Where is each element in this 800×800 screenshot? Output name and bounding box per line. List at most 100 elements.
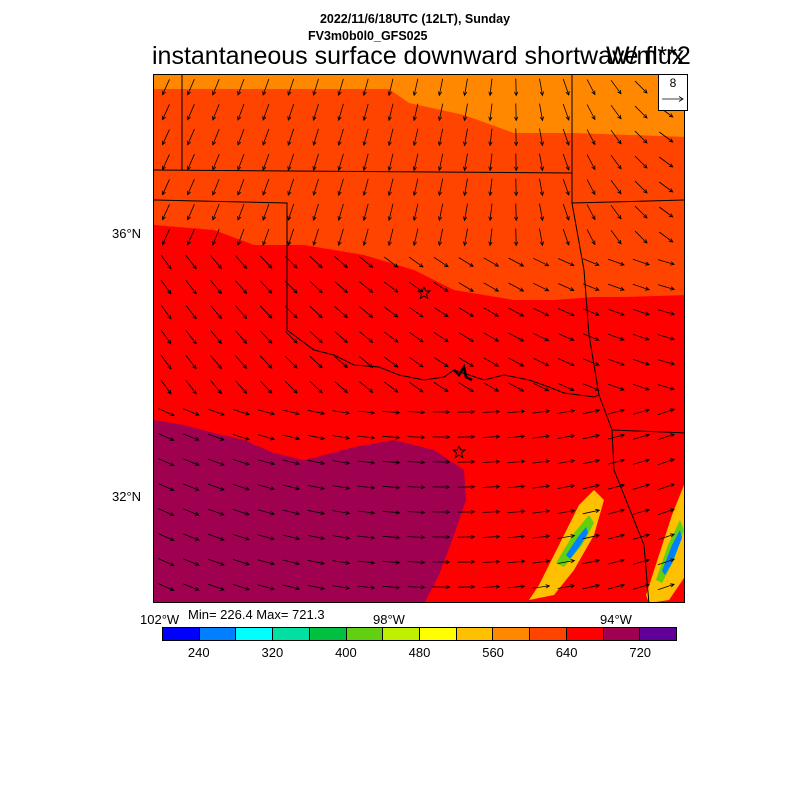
anomaly-patch-1-core <box>566 527 588 559</box>
wind-arrow <box>359 256 374 268</box>
wind-arrow <box>307 434 326 441</box>
reference-vector-arrow-icon <box>662 96 684 102</box>
wind-arrow <box>187 154 195 171</box>
wind-arrow <box>607 408 626 415</box>
wind-arrow <box>607 458 626 465</box>
wind-arrow <box>334 256 349 269</box>
wind-arrow <box>437 178 444 197</box>
wind-arrow <box>284 355 298 369</box>
wind-arrow <box>332 560 351 565</box>
wind-arrow <box>482 459 501 464</box>
wind-arrow <box>309 355 323 369</box>
wind-arrow <box>309 330 323 344</box>
wind-arrow <box>562 228 570 246</box>
wind-arrow <box>514 78 519 97</box>
wind-arrow <box>362 153 369 172</box>
wind-arrow <box>259 255 273 269</box>
wind-arrow <box>539 78 544 97</box>
wind-arrow <box>158 483 175 491</box>
wind-arrow <box>158 508 175 516</box>
wind-arrow <box>432 509 451 515</box>
wind-arrow <box>237 128 245 146</box>
wind-arrow <box>262 78 270 96</box>
wind-arrow <box>307 509 326 516</box>
wind-arrow <box>162 129 170 146</box>
wind-arrow <box>259 380 273 394</box>
wind-arrow <box>282 509 301 516</box>
wind-arrow <box>582 258 600 266</box>
wind-arrow <box>433 381 449 393</box>
wind-arrow <box>187 104 195 121</box>
wind-arrow <box>632 533 651 540</box>
wind-arrow <box>412 78 419 97</box>
wind-arrow <box>412 153 419 172</box>
wind-arrow <box>457 484 476 489</box>
wind-arrow <box>514 153 519 172</box>
wind-arrow <box>332 460 351 465</box>
wind-arrow <box>533 257 550 267</box>
wind-arrow <box>235 380 248 395</box>
wind-arrow <box>309 280 323 294</box>
wind-arrow <box>182 458 200 466</box>
wind-arrow <box>185 355 197 370</box>
wind-arrow <box>514 203 519 222</box>
wind-arrow <box>488 153 493 172</box>
wind-arrow <box>187 229 195 246</box>
wind-arrow <box>182 583 200 591</box>
header-datetime: 2022/11/6/18UTC (12LT), Sunday <box>319 12 511 26</box>
wind-arrow <box>362 228 369 247</box>
wind-arrow <box>257 459 276 466</box>
wind-arrow <box>632 308 650 316</box>
wind-arrow <box>382 585 401 590</box>
wind-arrow <box>532 534 551 539</box>
colorbar-swatch <box>236 628 274 640</box>
wind-arrow <box>334 356 349 369</box>
lat-label-36n: 36°N <box>112 226 142 241</box>
wind-arrow <box>387 178 394 197</box>
wind-arrow <box>432 559 451 565</box>
wind-arrow <box>357 435 376 440</box>
wind-arrow <box>334 281 349 294</box>
wind-arrow <box>235 305 248 320</box>
lat-label-32n: 32°N <box>112 489 142 504</box>
wind-arrow <box>463 178 468 197</box>
wind-arrow <box>332 585 351 590</box>
wind-arrow <box>533 357 550 367</box>
wind-arrow <box>657 359 675 366</box>
wind-arrow <box>539 103 544 122</box>
wind-arrow <box>482 534 501 539</box>
wind-arrow <box>532 584 551 589</box>
wind-arrow <box>287 203 295 221</box>
wind-arrow <box>407 585 426 590</box>
wind-arrow <box>362 103 369 122</box>
wind-arrow <box>433 331 449 343</box>
wind-arrow <box>607 558 626 565</box>
wind-arrow <box>586 129 596 146</box>
wind-arrow <box>237 203 245 221</box>
wind-arrow <box>262 103 270 121</box>
wind-arrow <box>433 306 449 318</box>
wind-arrow <box>257 434 276 441</box>
wind-arrow <box>257 409 276 416</box>
wind-arrow <box>539 203 544 222</box>
lon-label-94w: 94°W <box>600 612 632 627</box>
wind-arrow <box>632 333 650 341</box>
wind-arrow <box>160 304 172 320</box>
wind-arrow <box>282 559 301 566</box>
wind-arrow <box>658 206 674 218</box>
wind-arrow <box>582 308 600 316</box>
wind-arrow <box>282 459 301 466</box>
wind-arrow <box>582 483 601 490</box>
wind-arrow <box>610 104 622 120</box>
wind-arrow <box>407 485 426 490</box>
wind-arrow <box>187 204 195 221</box>
wind-arrow <box>658 181 674 193</box>
wind-arrow <box>657 284 675 291</box>
wind-arrow <box>235 330 248 345</box>
wind-arrow <box>607 433 626 440</box>
wind-arrow <box>408 281 424 293</box>
wind-arrow <box>237 78 245 96</box>
wind-arrow <box>210 255 222 270</box>
wind-arrow <box>232 434 250 441</box>
wind-arrow <box>632 558 651 565</box>
